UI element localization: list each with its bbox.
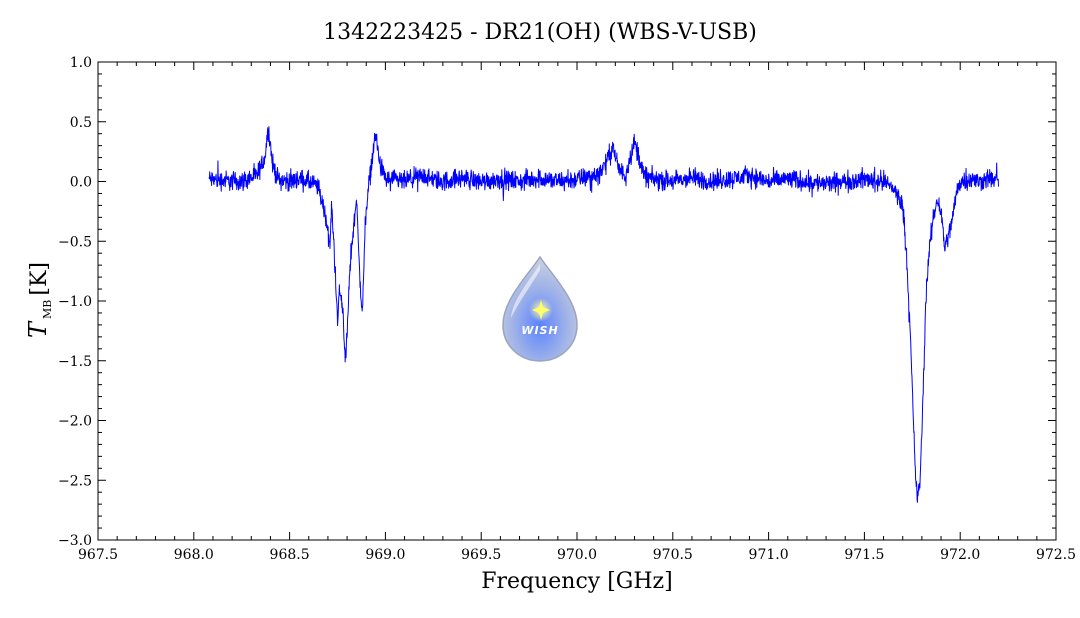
star-icon — [532, 300, 550, 320]
x-tick-labels: 967.5 968.0 968.5 969.0 969.5 970.0 970.5 971.0… — [78, 547, 1076, 563]
logo-text: WISH — [521, 324, 558, 337]
y-axis-symbol: T — [24, 320, 52, 338]
svg-text:TMB[K]: TMB [K] — [24, 262, 54, 338]
x-tick-label: 972.5 — [1036, 547, 1076, 563]
y-tick-labels: −3.0 −2.5 −2.0 −1.5 −1.0 −0.5 0.0 0.5 1.0 — [58, 55, 92, 549]
y-tick-label: −1.5 — [58, 354, 92, 370]
plot-frame — [97, 61, 1057, 541]
y-tick-label: −1.0 — [58, 294, 92, 310]
y-axis-unit: [K] — [27, 262, 52, 296]
x-tick-label: 970.0 — [557, 547, 597, 563]
y-tick-label: 0.0 — [70, 175, 92, 191]
y-tick-label: −2.5 — [58, 473, 92, 489]
series-line — [208, 126, 1000, 503]
x-tick-label: 967.5 — [78, 547, 118, 563]
x-axis-label: Frequency [GHz] — [481, 569, 673, 594]
x-tick-label: 969.5 — [461, 547, 501, 563]
y-tick-label: −0.5 — [58, 234, 92, 250]
y-tick-label: 0.5 — [70, 115, 92, 131]
x-tick-label: 971.0 — [749, 547, 789, 563]
x-tick-label: 972.0 — [940, 547, 980, 563]
droplet-highlight — [511, 264, 540, 318]
x-tick-label: 968.5 — [270, 547, 310, 563]
x-tick-label: 968.0 — [174, 547, 214, 563]
chart-title: 1342223425 - DR21(OH) (WBS-V-USB) — [323, 20, 757, 45]
x-tick-label: 970.5 — [653, 547, 693, 563]
x-tick-label: 969.0 — [365, 547, 405, 563]
wish-logo: WISH — [502, 255, 578, 362]
y-axis-label: TMB [K] — [24, 262, 54, 338]
y-tick-label: −3.0 — [58, 533, 92, 549]
x-tick-label: 971.5 — [844, 547, 884, 563]
y-axis-subscript: MB — [41, 300, 54, 319]
axis-ticks — [97, 61, 1057, 541]
y-tick-label: −2.0 — [58, 414, 92, 430]
y-tick-label: 1.0 — [70, 55, 92, 71]
